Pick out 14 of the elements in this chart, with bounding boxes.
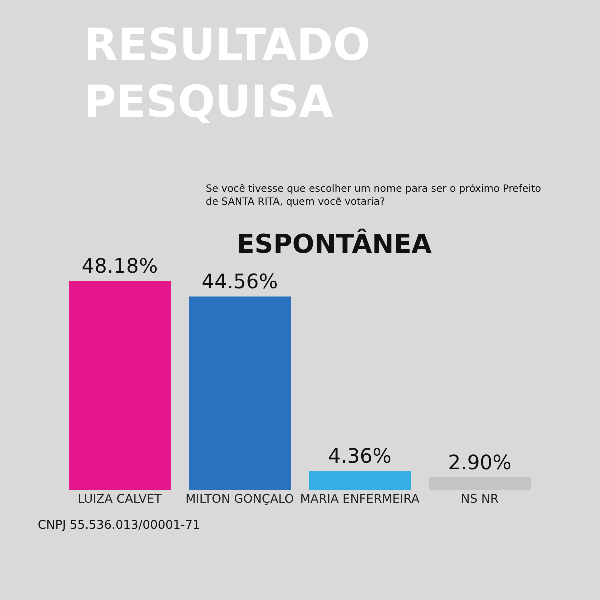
data-label: 44.56%	[202, 270, 278, 294]
x-tick-label: LUIZA CALVET	[78, 492, 163, 506]
data-label: 48.18%	[82, 254, 158, 278]
x-tick-label: NS NR	[461, 492, 499, 506]
text: CNPJ 55.536.013/00001-71	[38, 518, 200, 532]
chart-subtitle: Se você tivesse que escolher um nome para ser o próximo Prefeito de SANTA RITA, quem você votaria?	[206, 184, 542, 208]
x-tick-label: MILTON GONÇALO	[186, 492, 294, 506]
data-label: 2.90%	[448, 450, 512, 474]
data-label: 4.36%	[328, 444, 392, 468]
x-tick-label: MARIA ENFERMEIRA	[300, 492, 420, 506]
text: ESPONTÂNEA	[237, 228, 432, 260]
bar	[69, 281, 171, 490]
bar	[189, 296, 291, 490]
bar	[309, 471, 411, 490]
